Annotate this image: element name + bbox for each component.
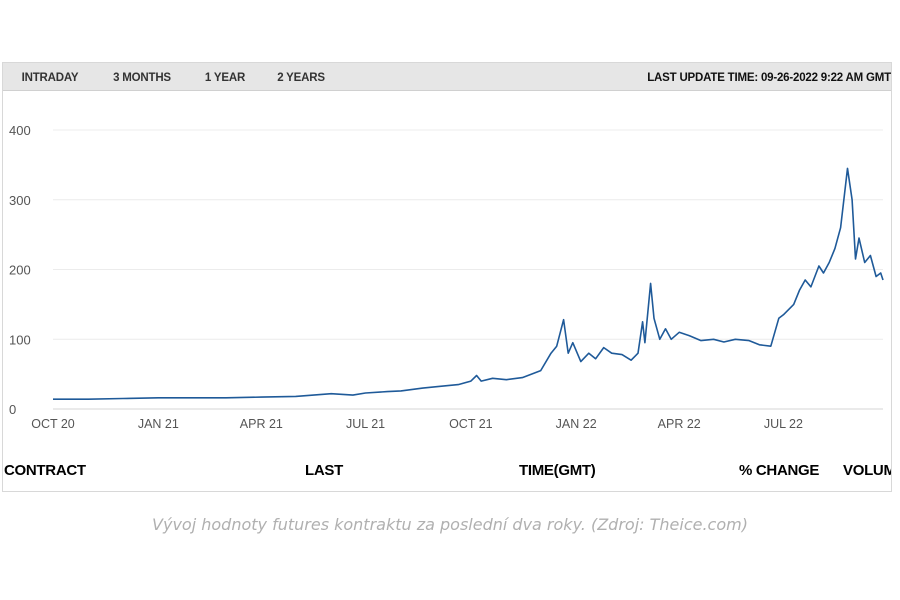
y-tick-label-200: 200	[9, 263, 31, 278]
x-tick-label-jul-22: JUL 22	[764, 417, 803, 431]
x-tick-label-jul-21: JUL 21	[346, 417, 385, 431]
x-tick-label-oct-20: OCT 20	[31, 417, 75, 431]
x-tick-label-jan-21: JAN 21	[138, 417, 179, 431]
column-header-time: TIME(GMT)	[519, 462, 596, 479]
y-tick-label-100: 100	[9, 332, 31, 347]
x-tick-label-apr-22: APR 22	[658, 417, 701, 431]
column-header-change: % CHANGE	[739, 462, 820, 479]
figure-caption: Vývoj hodnoty futures kontraktu za posle…	[152, 515, 748, 534]
y-tick-label-0: 0	[9, 402, 16, 417]
tab-3-months[interactable]: 3 MONTHS	[113, 72, 171, 84]
column-header-volume: VOLUME	[843, 462, 891, 479]
series-line-0	[53, 167, 884, 400]
range-tab-bar: INTRADAY 3 MONTHS 1 YEAR 2 YEARS LAST UP…	[3, 63, 891, 91]
x-tick-label-oct-21: OCT 21	[449, 417, 493, 431]
column-header-contract: CONTRACT	[4, 462, 86, 479]
tab-1-year[interactable]: 1 YEAR	[204, 72, 246, 84]
price-line-chart: 0 100 200 300 400 OCT 20 JAN 21 APR 21 JUL 21 OCT…	[9, 123, 884, 431]
y-tick-label-300: 300	[9, 193, 31, 208]
column-header-last: LAST	[305, 462, 343, 479]
x-tick-label-jan-22: JAN 22	[556, 417, 597, 431]
tab-intraday[interactable]: INTRADAY	[21, 72, 79, 84]
last-update-time: LAST UPDATE TIME: 09-26-2022 9:22 AM GMT	[647, 72, 891, 84]
chart-panel: INTRADAY 3 MONTHS 1 YEAR 2 YEARS LAST UP…	[2, 62, 892, 492]
x-tick-label-apr-21: APR 21	[240, 417, 283, 431]
tab-2-years[interactable]: 2 YEARS	[277, 72, 325, 84]
y-tick-label-400: 400	[9, 123, 31, 138]
